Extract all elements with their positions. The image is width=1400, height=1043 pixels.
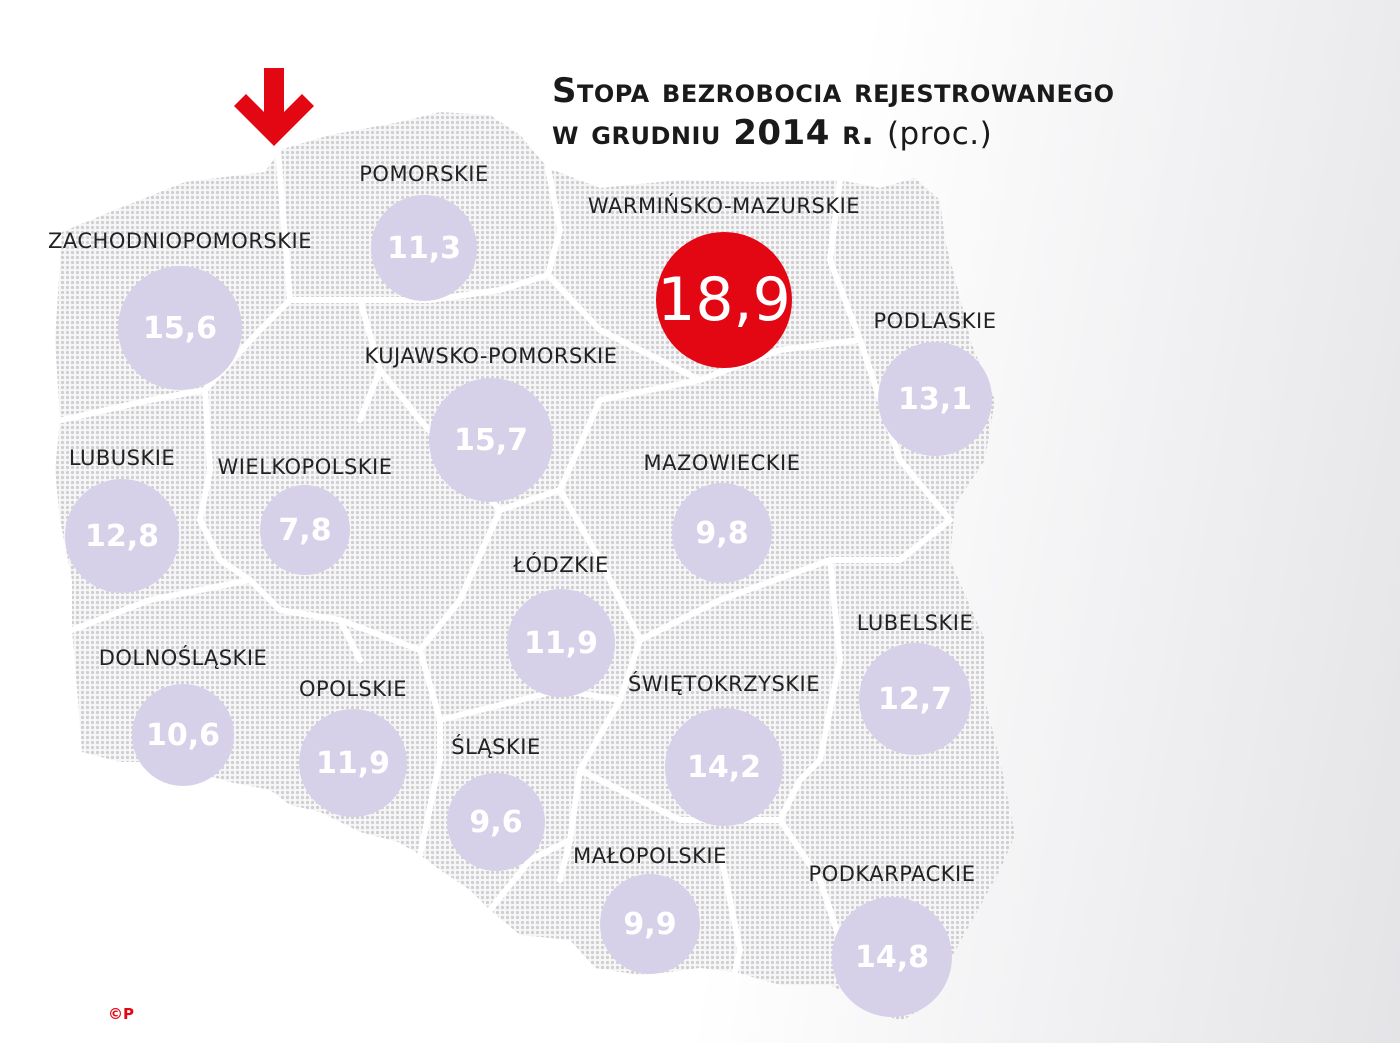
region-label-mazowieckie: MAZOWIECKIE: [643, 451, 801, 475]
region-label-slaskie: ŚLĄSKIE: [451, 735, 541, 759]
region-value-bubble-malopolskie: 9,9: [600, 874, 700, 974]
region-value-bubble-opolskie: 11,9: [299, 709, 407, 817]
map-title: Stopa bezrobocia rejestrowanego w grudni…: [552, 70, 1114, 155]
region-value-bubble-podlaskie: 13,1: [878, 342, 992, 456]
copyright-mark: ©P: [108, 1005, 134, 1023]
region-value-bubble-mazowieckie: 9,8: [672, 483, 772, 583]
region-label-zachodniopomorskie: ZACHODNIOPOMORSKIE: [48, 229, 312, 253]
region-value-bubble-lubuskie: 12,8: [65, 479, 179, 593]
title-line-2: w grudniu 2014 r. (proc.): [552, 112, 1114, 155]
region-label-wielkopolskie: WIELKOPOLSKIE: [217, 455, 393, 479]
region-label-warminsko-mazurskie: WARMIŃSKO-MAZURSKIE: [587, 194, 861, 218]
region-value-bubble-pomorskie: 11,3: [371, 195, 477, 301]
region-value-bubble-lodzkie: 11,9: [507, 589, 615, 697]
region-label-swietokrzyskie: ŚWIĘTOKRZYSKIE: [627, 672, 821, 696]
region-label-lubuskie: LUBUSKIE: [68, 446, 176, 470]
region-value-bubble-warminsko-mazurskie: 18,9: [656, 232, 792, 368]
down-arrow-icon: [234, 68, 314, 146]
region-value-bubble-podkarpackie: 14,8: [832, 897, 952, 1017]
region-value-bubble-dolnoslaskie: 10,6: [132, 684, 234, 786]
region-label-podkarpackie: PODKARPACKIE: [808, 862, 976, 886]
voivodeship-borders: [59, 147, 953, 1003]
title-unit: (proc.): [886, 116, 993, 152]
title-line-2-text: w grudniu 2014 r.: [552, 113, 875, 153]
region-label-malopolskie: MAŁOPOLSKIE: [573, 844, 727, 868]
region-value-bubble-lubelskie: 12,7: [859, 643, 971, 755]
region-value-bubble-swietokrzyskie: 14,2: [665, 708, 783, 826]
region-label-dolnoslaskie: DOLNOŚLĄSKIE: [98, 646, 268, 670]
region-value-bubble-zachodniopomorskie: 15,6: [118, 266, 242, 390]
region-label-lubelskie: LUBELSKIE: [856, 611, 974, 635]
region-label-pomorskie: POMORSKIE: [359, 162, 489, 186]
region-value-bubble-slaskie: 9,6: [447, 773, 545, 871]
region-label-kujawsko-pomorskie: KUJAWSKO-POMORSKIE: [364, 344, 618, 368]
region-label-lodzkie: ŁÓDZKIE: [513, 553, 609, 577]
region-label-opolskie: OPOLSKIE: [299, 677, 407, 701]
region-value-bubble-wielkopolskie: 7,8: [260, 485, 350, 575]
title-line-1: Stopa bezrobocia rejestrowanego: [552, 71, 1115, 111]
region-label-podlaskie: PODLASKIE: [873, 309, 997, 333]
region-value-bubble-kujawsko-pomorskie: 15,7: [429, 378, 553, 502]
